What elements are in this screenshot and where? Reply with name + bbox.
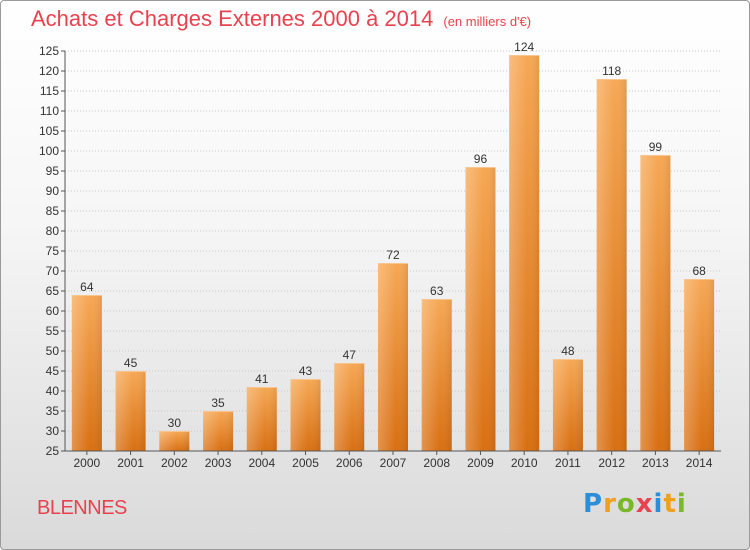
y-tick-label: 50 [46,344,60,358]
x-tick-label: 2013 [642,456,669,470]
chart-subtitle: (en milliers d'€) [443,14,532,29]
logo-letter: r [603,489,617,519]
chart-title-text: Achats et Charges Externes 2000 à 2014 [31,6,434,31]
y-tick-label: 35 [46,404,60,418]
bar-shade [378,263,408,451]
y-tick-label: 125 [39,44,59,58]
x-tick-label: 2002 [161,456,188,470]
logo-letter: P [583,489,604,519]
x-tick-label: 2011 [555,456,581,470]
data-label: 64 [80,280,94,294]
y-tick-label: 105 [39,124,59,138]
x-tick-label: 2000 [74,456,101,470]
y-tick-label: 30 [46,424,60,438]
y-tick-label: 55 [46,324,60,338]
x-tick-label: 2008 [423,456,450,470]
bar-shade [159,431,190,451]
commune-name: BLENNES [37,497,127,519]
data-label: 43 [299,364,313,378]
y-tick-label: 115 [40,84,59,98]
bar-shade [203,411,234,451]
y-tick-label: 25 [46,444,60,458]
y-tick-label: 65 [46,284,60,298]
y-tick-label: 90 [46,184,60,198]
y-tick-label: 60 [46,304,60,318]
bar-shade [421,299,452,451]
x-tick-label: 2003 [205,456,232,470]
data-label: 47 [343,348,357,362]
data-label: 48 [561,344,575,358]
bar-shade [509,55,540,451]
bars: 64 45 30 35 41 43 47 72 63 96 124 48 118 99 68 [71,40,715,451]
bar-shade [684,279,715,451]
y-tick-label: 70 [46,264,60,278]
x-tick-label: 2001 [117,456,144,470]
logo-letter: i [653,489,664,519]
bar-shade [552,359,583,451]
y-tick-label: 80 [46,224,60,238]
y-tick-label: 95 [46,164,60,178]
data-label: 35 [211,396,225,410]
x-tick-label: 2010 [511,456,538,470]
x-tick-label: 2012 [598,456,625,470]
logo-letter: o [616,489,636,519]
y-tick-label: 75 [46,244,60,258]
x-tick-label: 2006 [336,456,363,470]
y-tick-label: 120 [39,64,59,78]
bar-shade [334,363,365,451]
data-label: 72 [386,248,400,262]
bar-shade [246,387,277,451]
y-tick-label: 110 [40,104,59,118]
y-tick-label: 45 [46,364,60,378]
y-tick-label: 40 [46,384,60,398]
y-tick-label: 85 [46,204,60,218]
y-tick-label: 100 [39,144,59,158]
y-axis: 25 30 35 40 45 50 55 60 65 70 75 80 85 90 95 100 105 110 1… [39,44,66,458]
data-label: 30 [168,416,182,430]
data-label: 124 [514,40,534,54]
x-axis: 2000 2001 2002 2003 2004 2005 2006 2007 2008 2009… [65,450,721,470]
data-label: 99 [649,140,663,154]
data-label: 96 [474,152,488,166]
bar-shade [640,155,671,451]
proxiti-logo[interactable]: Proxiti [583,489,687,519]
data-label: 41 [255,372,269,386]
data-label: 45 [124,356,138,370]
bar-shade [290,379,321,451]
x-tick-label: 2014 [686,456,713,470]
chart-title: Achats et Charges Externes 2000 à 2014 (e… [31,6,531,32]
x-tick-label: 2004 [248,456,275,470]
logo-letter: x [635,489,654,519]
bar-shade [71,295,102,451]
data-label: 118 [602,64,621,78]
logo-letter: i [676,489,687,519]
bar-shade [465,167,496,451]
data-label: 68 [692,264,706,278]
x-tick-label: 2005 [292,456,319,470]
logo-letter: t [663,489,677,519]
x-tick-label: 2009 [467,456,494,470]
data-label: 63 [430,284,444,298]
bar-shade [115,371,146,451]
bar-shade [596,79,627,451]
x-tick-label: 2007 [380,456,407,470]
